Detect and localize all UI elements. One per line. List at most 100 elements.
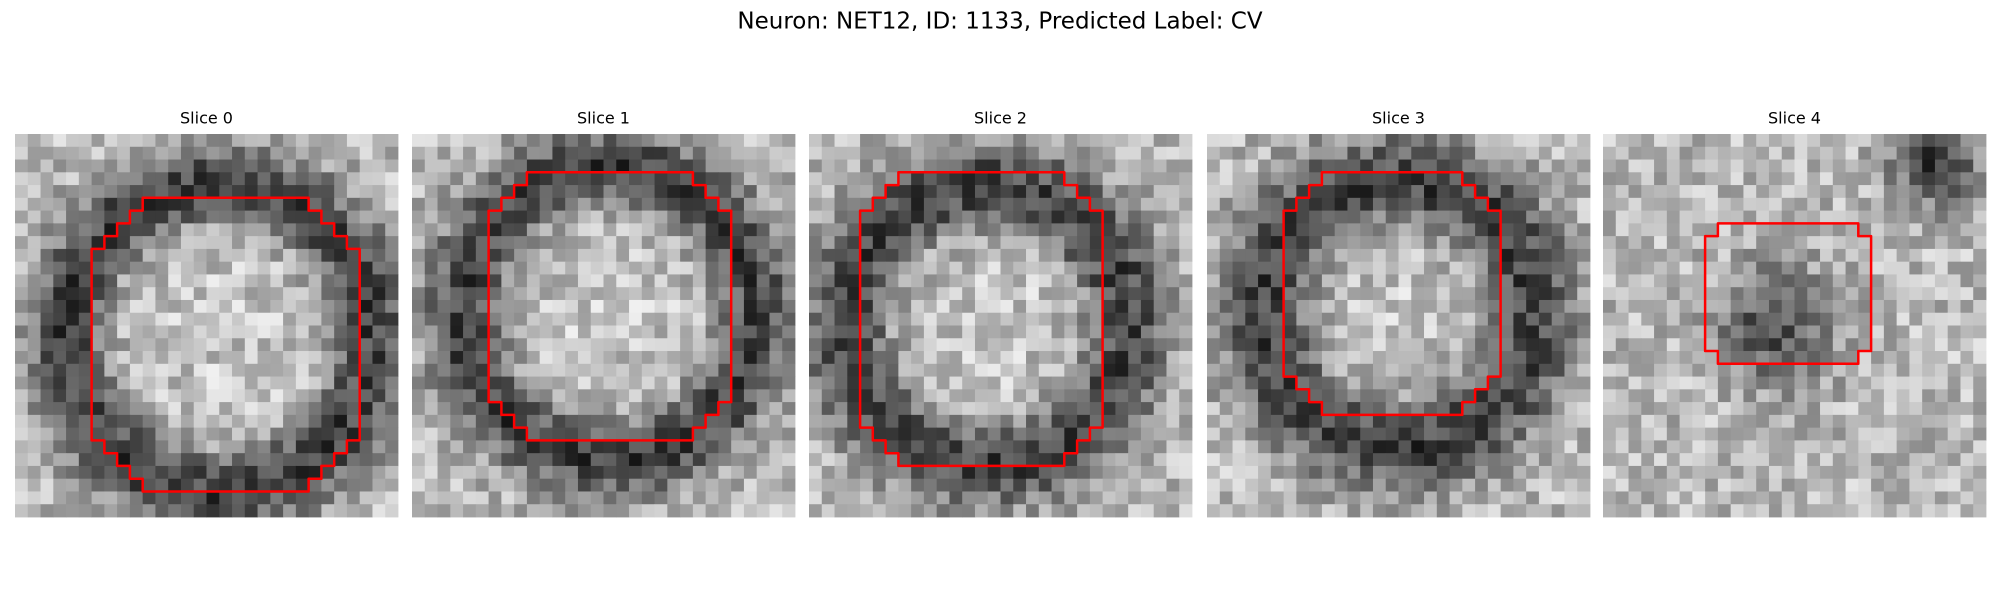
pixel <box>1372 134 1387 148</box>
pixel <box>718 325 732 339</box>
pixel <box>1960 197 1974 211</box>
pixel <box>782 312 796 326</box>
pixel <box>1717 338 1732 352</box>
pixel <box>385 248 399 263</box>
pixel <box>117 197 131 211</box>
pixel <box>1462 146 1476 160</box>
pixel <box>1436 414 1450 429</box>
pixel <box>372 465 386 480</box>
pixel <box>15 338 29 352</box>
pixel <box>295 146 310 160</box>
pixel <box>743 299 758 314</box>
pixel <box>949 146 963 160</box>
pixel <box>514 465 528 480</box>
pixel <box>936 325 950 339</box>
pixel <box>488 402 502 416</box>
pixel <box>1858 261 1872 275</box>
pixel <box>1089 287 1104 301</box>
pixel <box>1424 210 1438 224</box>
pixel <box>168 299 182 314</box>
pixel <box>40 440 54 454</box>
pixel <box>1283 197 1297 211</box>
pixel <box>847 338 861 352</box>
pixel <box>1296 389 1310 403</box>
pixel <box>257 427 271 441</box>
pixel <box>1283 261 1297 275</box>
pixel <box>1858 287 1872 301</box>
pixel <box>334 504 348 518</box>
pixel <box>424 389 438 403</box>
pixel <box>1064 134 1078 148</box>
pixel <box>1858 351 1872 365</box>
pixel <box>1026 299 1040 314</box>
pixel <box>66 478 80 492</box>
panel-title: Slice 3 <box>1372 109 1425 128</box>
pixel <box>270 146 284 160</box>
pixel <box>590 312 604 326</box>
pixel <box>412 197 426 211</box>
pixel <box>1705 274 1719 288</box>
pixel <box>1973 287 1987 301</box>
pixel <box>412 504 426 518</box>
pixel <box>821 146 835 160</box>
pixel <box>962 210 976 224</box>
pixel <box>1179 146 1193 160</box>
pixel <box>1398 159 1412 173</box>
pixel <box>654 312 668 326</box>
pixel <box>1743 453 1757 467</box>
pixel <box>872 223 886 237</box>
pixel <box>142 491 156 505</box>
pixel <box>1321 159 1336 173</box>
pixel <box>769 274 783 288</box>
pixel <box>1424 325 1438 339</box>
pixel <box>1166 363 1180 377</box>
pixel <box>1487 414 1502 429</box>
pixel <box>270 363 284 377</box>
pixel <box>1077 197 1091 211</box>
pixel <box>1038 465 1052 480</box>
pixel <box>1538 478 1553 492</box>
pixel <box>283 185 297 199</box>
pixel <box>731 402 745 416</box>
pixel <box>872 363 886 377</box>
pixel <box>1500 134 1514 148</box>
pixel <box>359 427 373 441</box>
pixel <box>1102 338 1116 352</box>
pixel <box>283 159 297 173</box>
pixel <box>283 351 297 365</box>
pixel <box>1000 325 1014 339</box>
pixel <box>1000 261 1014 275</box>
pixel <box>923 478 938 492</box>
pixel <box>321 453 335 467</box>
pixel <box>1628 248 1642 263</box>
figure-title: Neuron: NET12, ID: 1133, Predicted Label… <box>737 9 1262 35</box>
pixel <box>1038 248 1052 263</box>
pixel <box>1858 389 1872 403</box>
pixel <box>718 440 732 454</box>
pixel <box>1947 376 1961 390</box>
pixel <box>1334 427 1348 441</box>
pixel <box>1372 389 1387 403</box>
pixel <box>1883 478 1898 492</box>
pixel <box>1449 210 1463 224</box>
pixel <box>168 146 182 160</box>
pixel <box>1973 261 1987 275</box>
pixel <box>1807 440 1821 454</box>
pixel <box>1781 376 1795 390</box>
pixel <box>974 223 989 237</box>
pixel <box>129 402 144 416</box>
pixel <box>1551 414 1565 429</box>
pixel <box>1807 185 1821 199</box>
pixel <box>1883 414 1898 429</box>
pixel <box>1372 197 1387 211</box>
pixel <box>1166 134 1180 148</box>
pixel <box>1922 453 1936 467</box>
pixel <box>590 299 604 314</box>
pixel <box>769 287 783 301</box>
pixel <box>1551 402 1565 416</box>
pixel <box>680 351 694 365</box>
pixel <box>206 236 220 250</box>
pixel <box>654 478 668 492</box>
pixel <box>590 465 604 480</box>
pixel <box>308 402 322 416</box>
